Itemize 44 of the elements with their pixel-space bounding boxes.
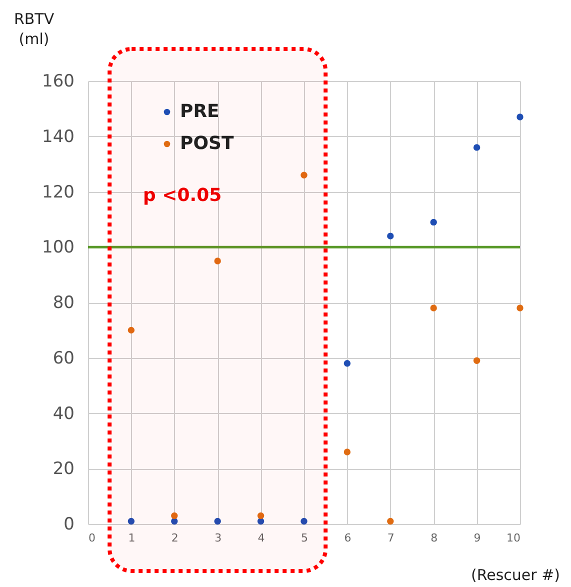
- y-tick-label: 100: [42, 238, 74, 258]
- x-tick-label: 2: [171, 532, 178, 544]
- point: [473, 357, 480, 364]
- x-axis-title: (Rescuer #): [471, 566, 560, 584]
- point: [387, 232, 394, 240]
- x-tick-label: 6: [344, 532, 352, 544]
- x-tick-label: 1: [128, 532, 136, 544]
- point: [128, 326, 135, 334]
- x-tick-label: 0: [88, 532, 96, 544]
- x-tick-label: 10: [506, 532, 520, 544]
- point: [516, 304, 524, 312]
- point: [430, 218, 437, 226]
- point: [171, 518, 178, 525]
- point: [473, 144, 480, 151]
- point: [171, 512, 178, 520]
- point: [214, 518, 221, 525]
- x-tick-label: 5: [301, 532, 308, 544]
- y-tick-label: 120: [42, 182, 74, 202]
- y-tick-label: 80: [52, 293, 74, 313]
- y-tick-label: 40: [52, 404, 74, 424]
- legend-label: POST: [180, 133, 234, 154]
- x-tick-label: 9: [474, 532, 481, 544]
- point: [344, 360, 351, 367]
- point: [257, 518, 264, 525]
- y-tick-label: 140: [42, 126, 74, 147]
- x-tick-label: 7: [387, 532, 394, 544]
- point: [214, 258, 221, 264]
- point: [300, 172, 308, 178]
- y-axis-title: RBTV (ml): [14, 10, 55, 48]
- point: [344, 448, 351, 456]
- y-tick-label: 60: [52, 348, 74, 368]
- point: [387, 518, 394, 525]
- point: [128, 518, 135, 525]
- point: [516, 114, 524, 120]
- x-tick-label: 3: [214, 532, 222, 544]
- point: [430, 304, 437, 312]
- point: [300, 518, 308, 525]
- y-tick-label: 20: [52, 459, 74, 480]
- y-tick-label: 160: [42, 72, 74, 92]
- annotation: p <0.05: [143, 185, 222, 206]
- point: [257, 512, 264, 520]
- legend-label: PRE: [180, 101, 220, 122]
- x-tick-label: 8: [430, 532, 438, 544]
- x-tick-label: 4: [258, 532, 265, 544]
